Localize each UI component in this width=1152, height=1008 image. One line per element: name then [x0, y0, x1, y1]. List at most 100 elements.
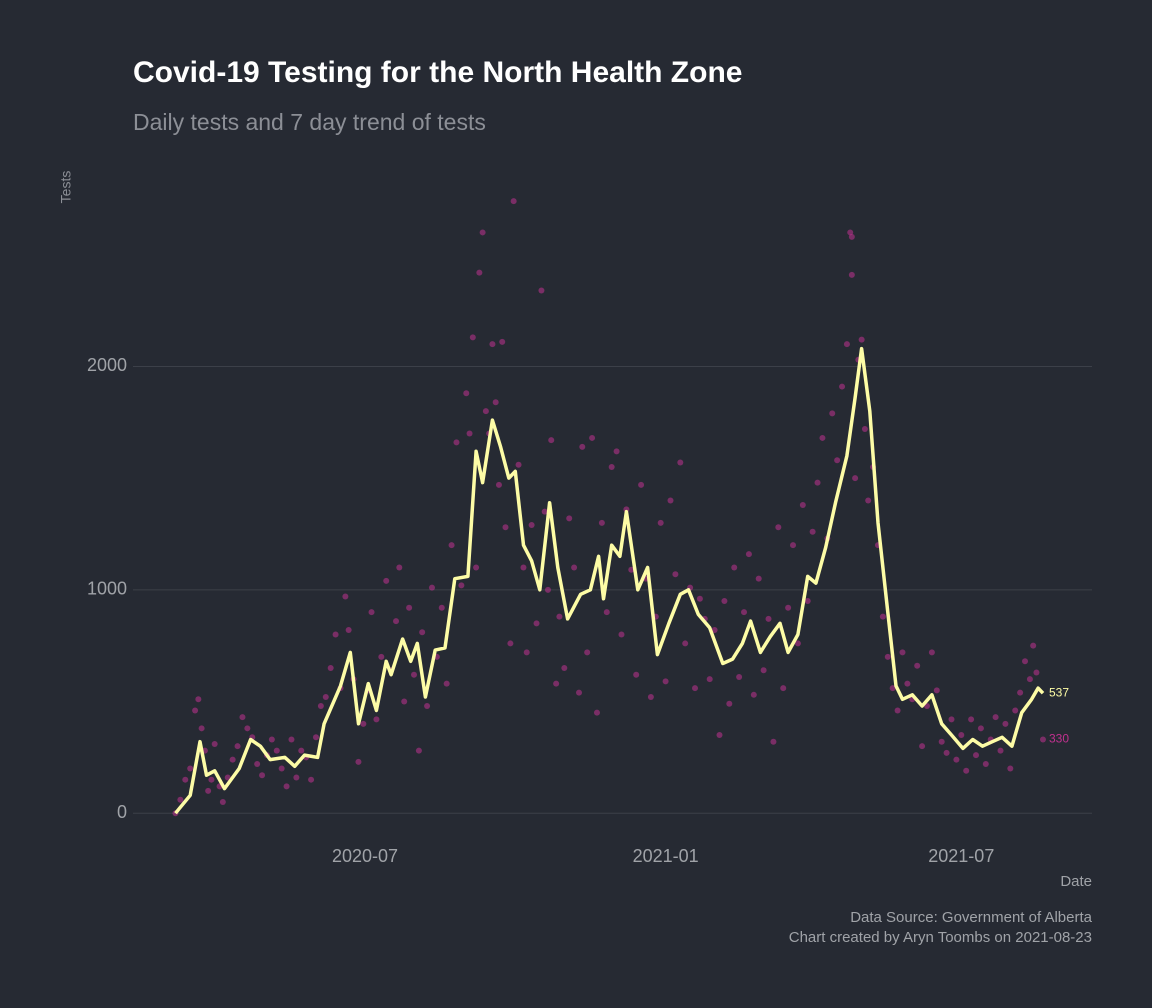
data-point [415, 747, 422, 754]
end-label: 330 [1049, 732, 1069, 746]
data-point [538, 287, 545, 294]
data-point [566, 515, 573, 522]
data-point [541, 508, 548, 515]
data-point [736, 673, 743, 680]
data-point [489, 341, 496, 348]
data-point [453, 439, 460, 446]
data-point [603, 609, 610, 616]
data-point [809, 528, 816, 535]
data-point [211, 740, 218, 747]
data-point [548, 437, 555, 444]
data-point [790, 542, 797, 549]
data-point [332, 631, 339, 638]
data-point [510, 198, 517, 205]
data-point [865, 497, 872, 504]
data-point [1017, 689, 1024, 696]
data-point [706, 676, 713, 683]
data-point [879, 613, 886, 620]
data-point [938, 738, 945, 745]
data-point [716, 732, 723, 739]
data-point [533, 620, 540, 627]
data-point [482, 408, 489, 415]
x-tick-label: 2021-01 [633, 846, 699, 866]
chart-title: Covid-19 Testing for the North Health Zo… [133, 56, 742, 89]
data-point [229, 756, 236, 763]
chart-subtitle: Daily tests and 7 day trend of tests [133, 109, 486, 135]
data-point [770, 738, 777, 745]
data-point [904, 680, 911, 687]
data-point [469, 334, 476, 341]
data-point [731, 564, 738, 571]
data-point [443, 680, 450, 687]
data-point [502, 524, 509, 531]
data-point [657, 519, 664, 526]
data-point [342, 593, 349, 600]
data-point [618, 631, 625, 638]
data-point [571, 564, 578, 571]
data-point [1033, 669, 1040, 676]
data-point [208, 776, 215, 783]
data-point [515, 461, 522, 468]
data-point [1026, 676, 1033, 683]
data-point [613, 448, 620, 455]
data-point [750, 691, 757, 698]
data-point [963, 767, 970, 774]
data-point [848, 271, 855, 278]
data-point [368, 609, 375, 616]
data-point [360, 720, 367, 727]
data-point [677, 459, 684, 466]
data-point [198, 725, 205, 732]
data-point [760, 667, 767, 674]
data-point [933, 687, 940, 694]
data-point [1022, 658, 1029, 665]
data-point [647, 694, 654, 701]
data-point [726, 700, 733, 707]
data-point [819, 434, 826, 441]
data-point [345, 627, 352, 634]
data-point [662, 678, 669, 685]
data-point [889, 685, 896, 692]
data-point [458, 582, 465, 589]
data-point [948, 716, 955, 723]
data-point [492, 399, 499, 406]
data-point [638, 481, 645, 488]
data-point [254, 761, 261, 768]
data-point [814, 479, 821, 486]
data-point [322, 694, 329, 701]
data-point [187, 765, 194, 772]
data-point [780, 685, 787, 692]
data-point [205, 787, 212, 794]
data-point [378, 653, 385, 660]
data-point [843, 341, 850, 348]
data-point [884, 653, 891, 660]
data-point [794, 640, 801, 647]
data-point [977, 725, 984, 732]
data-point [861, 426, 868, 433]
x-tick-label: 2021-07 [928, 846, 994, 866]
data-point [293, 774, 300, 781]
data-point [799, 501, 806, 508]
data-point [561, 665, 568, 672]
trend-line [174, 346, 1045, 815]
plot: 330 537 [172, 198, 1069, 817]
data-point [711, 627, 718, 634]
data-point [584, 649, 591, 656]
y-tick-label: 2000 [87, 355, 127, 375]
data-point [721, 597, 728, 604]
data-point [396, 564, 403, 571]
data-point [244, 725, 251, 732]
data-point [278, 765, 285, 772]
y-tick-label: 0 [117, 802, 127, 822]
data-point [544, 586, 551, 593]
data-point [411, 671, 418, 678]
y-axis-title: Tests [58, 171, 74, 204]
data-point [968, 716, 975, 723]
data-point [1030, 642, 1037, 649]
data-point [463, 390, 470, 397]
data-point [553, 680, 560, 687]
data-point [633, 671, 640, 678]
data-point [953, 756, 960, 763]
caption: Data Source: Government of Alberta [850, 909, 1092, 926]
data-point [982, 761, 989, 768]
